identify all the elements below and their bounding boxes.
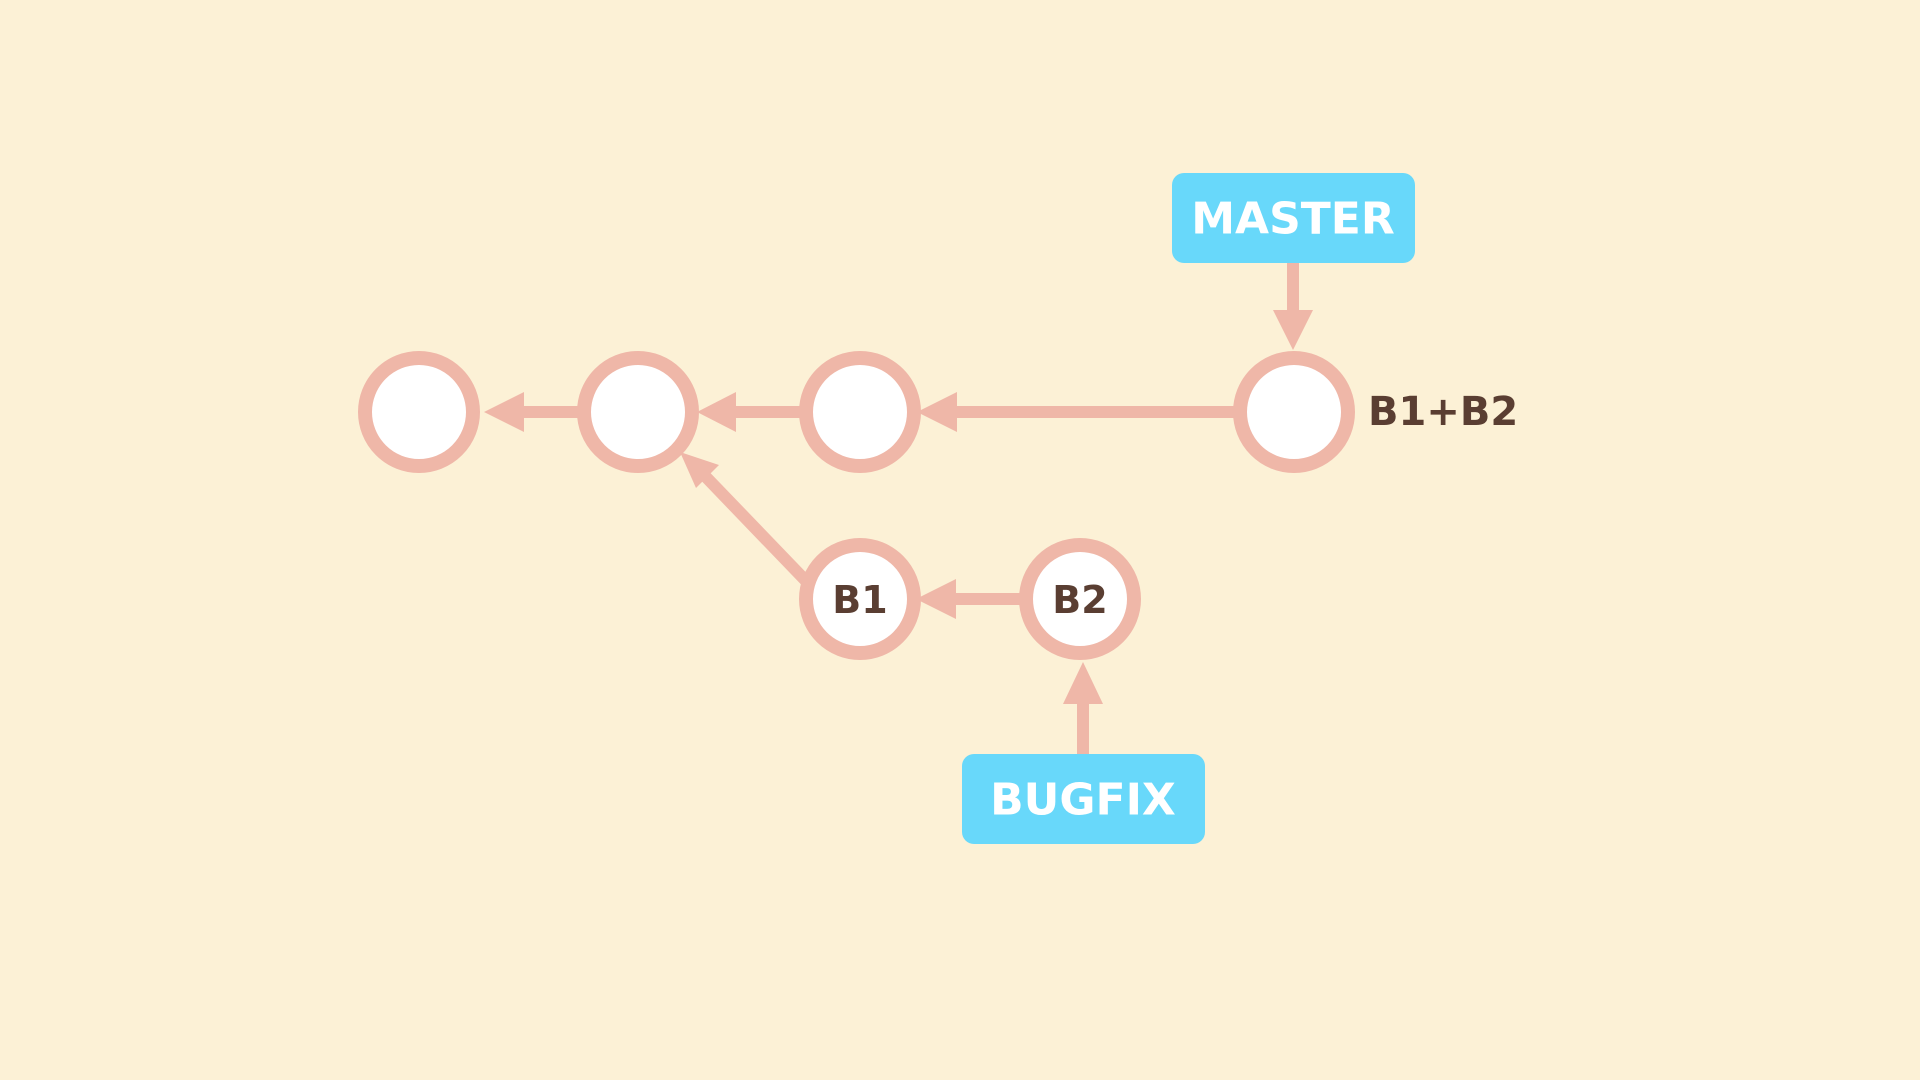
commit-node-3[interactable] <box>799 351 921 473</box>
edge-c3-to-c2 <box>697 392 800 432</box>
edge-c2-to-c1 <box>484 392 578 432</box>
merge-commit-label: B1+B2 <box>1368 389 1518 435</box>
merge-commit-node[interactable] <box>1233 351 1355 473</box>
commit-node-b2[interactable]: B2 <box>1019 538 1141 660</box>
branch-pointers <box>1063 262 1313 755</box>
commit-node-b1[interactable]: B1 <box>799 538 921 660</box>
commit-node-1[interactable] <box>358 351 480 473</box>
commits: B1 B2 <box>358 351 1355 660</box>
edge-merge-to-c3 <box>917 392 1234 432</box>
master-pointer-arrow <box>1273 262 1313 350</box>
bugfix-branch-label[interactable]: BUGFIX <box>962 754 1205 844</box>
bugfix-branch-text: BUGFIX <box>990 775 1176 826</box>
edges <box>484 392 1234 619</box>
edge-b2-to-b1 <box>916 579 1022 619</box>
master-branch-label[interactable]: MASTER <box>1172 173 1415 263</box>
commit-node-2[interactable] <box>577 351 699 473</box>
commit-label-b1: B1 <box>832 578 887 622</box>
master-branch-text: MASTER <box>1191 194 1394 245</box>
bugfix-pointer-arrow <box>1063 662 1103 755</box>
edge-b1-to-c2 <box>680 452 811 586</box>
commit-label-b2: B2 <box>1052 578 1107 622</box>
